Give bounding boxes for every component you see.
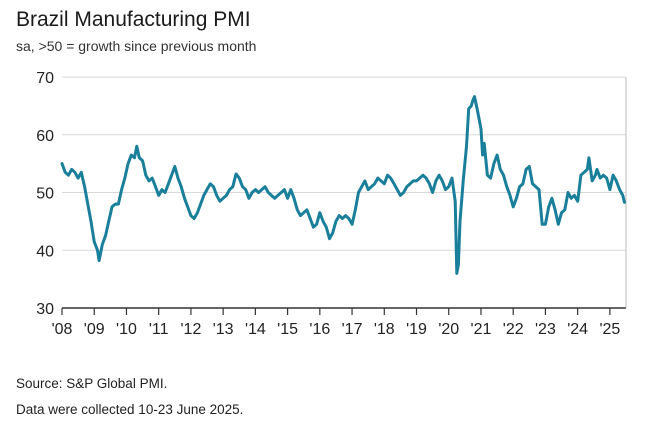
x-tick-label: '16 [309, 321, 330, 338]
x-tick-label: '08 [52, 321, 73, 338]
x-tick-label: '20 [438, 321, 459, 338]
x-tick-label: '10 [116, 321, 137, 338]
y-tick-label: 50 [36, 186, 54, 203]
x-tick-label: '22 [503, 321, 524, 338]
x-tick-label: '25 [599, 321, 620, 338]
chart-title: Brazil Manufacturing PMI [16, 8, 251, 31]
source-note: Source: S&P Global PMI. [16, 376, 168, 391]
x-tick-label: '13 [213, 321, 234, 338]
x-tick-label: '24 [567, 321, 588, 338]
y-tick-label: 60 [36, 128, 54, 145]
x-tick-label: '14 [245, 321, 266, 338]
series-line-0 [60, 95, 626, 275]
x-tick-label: '12 [180, 321, 201, 338]
y-tick-label: 40 [36, 243, 54, 260]
x-tick-label: '15 [277, 321, 298, 338]
x-tick-label: '17 [342, 321, 363, 338]
chart-subtitle: sa, >50 = growth since previous month [16, 38, 257, 54]
x-tick-label: '18 [374, 321, 395, 338]
x-tick-label: '23 [535, 321, 556, 338]
x-tick-label: '19 [406, 321, 427, 338]
x-tick-label: '21 [471, 321, 492, 338]
x-tick-label: '11 [149, 321, 169, 338]
collection-note: Data were collected 10-23 June 2025. [16, 402, 244, 417]
x-tick-label: '09 [84, 321, 105, 338]
y-tick-label: 70 [36, 70, 54, 87]
y-tick-label: 30 [36, 301, 54, 318]
